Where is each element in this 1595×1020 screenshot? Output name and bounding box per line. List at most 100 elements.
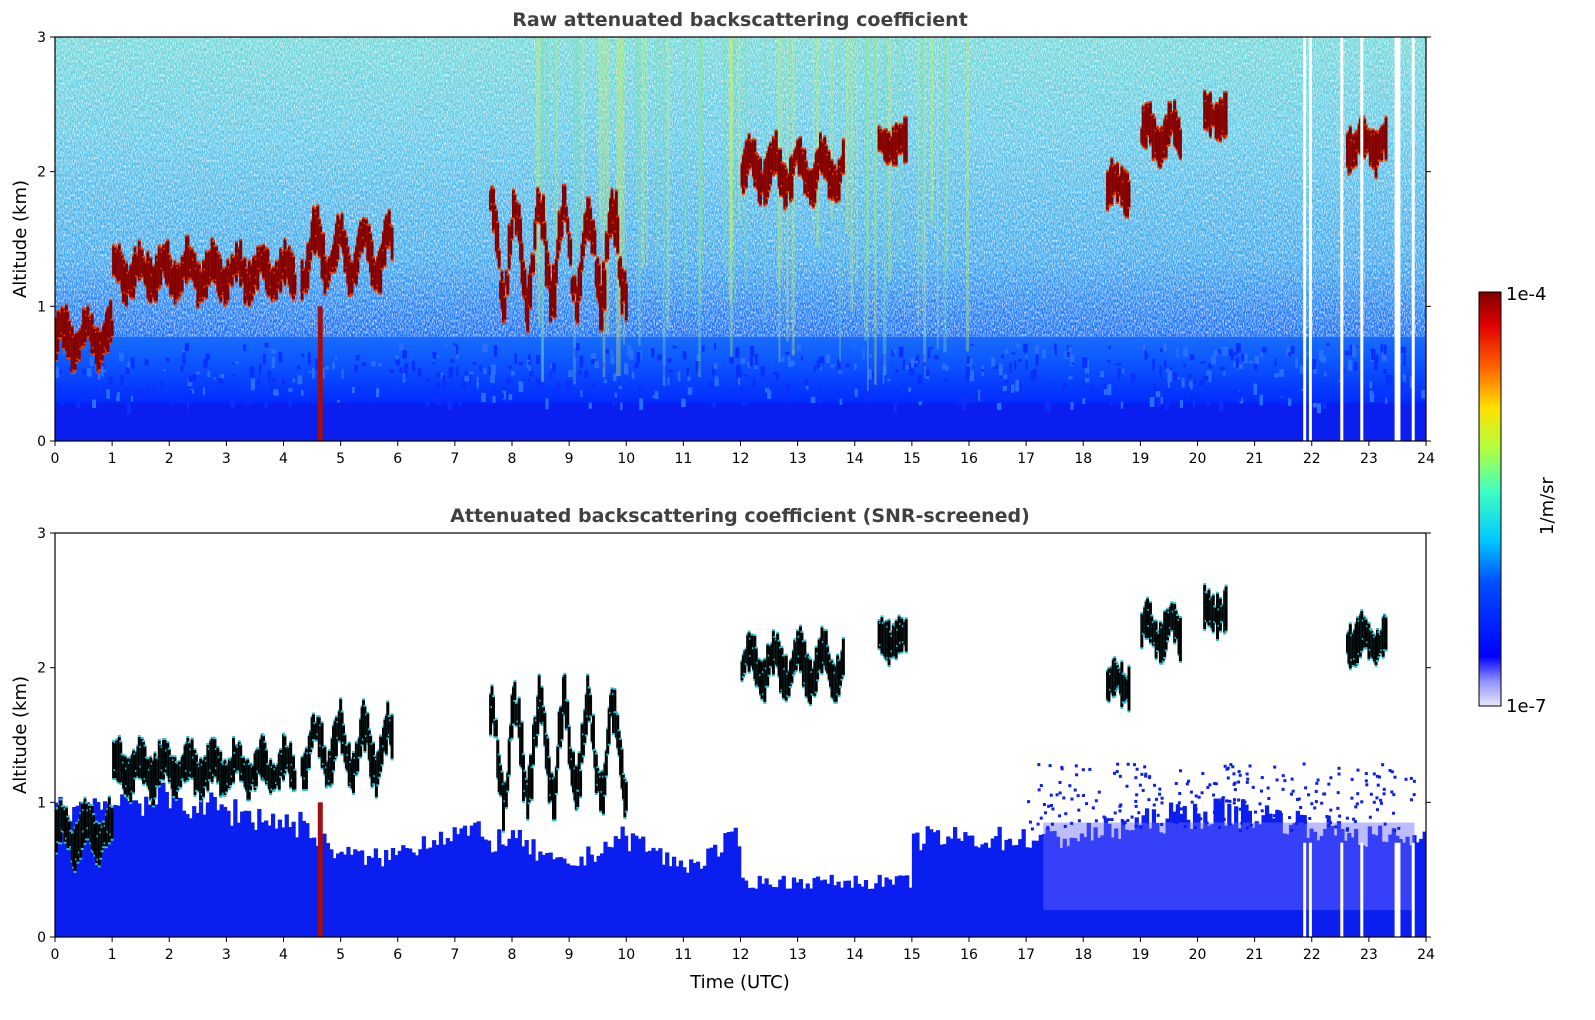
screened-speck — [1334, 825, 1338, 829]
raw-bl-speck — [602, 362, 605, 369]
screened-bl-column — [346, 846, 351, 937]
screened-bl-column — [1144, 808, 1150, 937]
raw-bl-speck — [997, 388, 1003, 394]
screened-cloud — [624, 782, 628, 811]
panel-screened: Attenuated backscattering coefficient (S… — [10, 505, 1435, 993]
screened-speck — [1153, 783, 1157, 787]
screened-bl-column — [1138, 824, 1143, 937]
screened-precip-streak — [317, 802, 323, 937]
raw-bl-speck — [126, 403, 132, 414]
screened-bl-column — [1227, 803, 1232, 937]
raw-noise-streak — [778, 37, 781, 363]
screened-bl-column — [459, 828, 464, 937]
raw-bl-speck — [819, 367, 822, 371]
raw-noise-streak — [729, 37, 734, 252]
screened-speck — [1036, 822, 1040, 826]
screened-bl-column — [408, 848, 413, 937]
screened-bl-column — [1179, 813, 1184, 937]
screened-bl-column — [774, 887, 780, 937]
raw-bl-speck — [1183, 363, 1186, 368]
screened-bl-column — [596, 855, 601, 937]
screened-bl-column — [109, 816, 115, 937]
screened-bl-column — [366, 855, 372, 937]
screened-bl-column — [1210, 824, 1215, 937]
screened-bl-column — [1045, 827, 1050, 937]
raw-bl-speck — [292, 378, 296, 383]
raw-bl-speck — [629, 349, 634, 360]
raw-bl-speck — [687, 387, 693, 395]
screened-bl-column — [1124, 829, 1129, 937]
screened-bl-column — [222, 806, 228, 937]
raw-y-tick-label: 1 — [37, 299, 46, 315]
screened-bl-column — [96, 802, 101, 937]
screened-bl-column — [1114, 828, 1119, 937]
screened-speck — [1194, 807, 1198, 811]
raw-bl-speck — [188, 375, 193, 383]
screened-speck — [1352, 817, 1356, 821]
screened-bl-column — [356, 851, 361, 937]
screened-bl-column — [1206, 825, 1211, 937]
raw-bl-speck — [1155, 391, 1161, 398]
screened-speck — [1058, 780, 1062, 784]
raw-bl-speck — [968, 358, 973, 365]
screened-speck — [1345, 828, 1349, 832]
raw-bl-speck — [1149, 396, 1155, 407]
screened-speck — [1126, 762, 1130, 766]
raw-bl-speck — [1316, 403, 1322, 414]
screened-bl-column — [89, 805, 94, 937]
screened-cloud — [366, 713, 370, 743]
screened-bl-column — [973, 846, 978, 937]
screened-speck — [1119, 803, 1123, 807]
screened-speck — [1245, 818, 1249, 822]
raw-bl-speck — [755, 353, 758, 366]
screened-bl-column — [572, 865, 577, 937]
raw-bl-speck — [682, 350, 687, 360]
raw-bl-speck — [631, 371, 635, 379]
screened-bl-column — [589, 854, 594, 937]
raw-bl-speck — [425, 400, 430, 407]
screened-bl-column — [329, 849, 334, 937]
screened-bl-column — [144, 796, 149, 937]
raw-bl-speck — [1385, 374, 1391, 385]
screened-bl-column — [483, 839, 488, 937]
raw-noise-streak — [554, 37, 556, 249]
raw-data-gap — [1397, 37, 1401, 441]
raw-bl-speck — [735, 347, 740, 358]
raw-bl-speck — [321, 367, 325, 379]
raw-bl-speck — [1355, 345, 1358, 349]
raw-bl-speck — [1301, 388, 1305, 391]
raw-bl-speck — [1121, 368, 1125, 374]
raw-bl-speck — [301, 390, 304, 396]
screened-bl-column — [401, 845, 406, 937]
raw-bl-speck — [626, 344, 632, 357]
screened-cloud — [502, 785, 505, 831]
raw-bl-speck — [1338, 379, 1342, 383]
raw-bl-speck — [991, 357, 996, 367]
raw-cloud — [496, 223, 500, 258]
raw-bl-speck — [672, 345, 678, 349]
raw-bl-speck — [508, 393, 513, 401]
raw-bl-speck — [1235, 343, 1241, 353]
screened-speck — [1199, 817, 1203, 821]
raw-cloud — [606, 234, 610, 259]
raw-noise-streak — [535, 37, 539, 264]
screened-bl-column — [1141, 815, 1146, 937]
screened-bl-column — [740, 877, 745, 937]
screened-speck — [1147, 776, 1151, 780]
screened-bl-column — [881, 886, 886, 937]
raw-bl-speck — [1023, 343, 1028, 353]
raw-bl-speck — [1192, 396, 1196, 409]
screened-cloud — [494, 720, 498, 737]
raw-x-tick-label: 3 — [222, 451, 231, 467]
raw-data-gap — [1340, 37, 1344, 441]
screened-bl-column — [815, 876, 821, 937]
screened-speck — [1295, 821, 1299, 825]
raw-cloud — [533, 221, 537, 250]
screened-bl-column — [456, 834, 461, 937]
raw-bl-speck — [1106, 359, 1111, 363]
raw-bl-speck — [686, 368, 690, 377]
screened-cloud — [757, 659, 761, 687]
screened-speck — [1081, 768, 1085, 772]
screened-bl-column — [198, 788, 204, 937]
screened-bl-column — [1192, 803, 1198, 937]
